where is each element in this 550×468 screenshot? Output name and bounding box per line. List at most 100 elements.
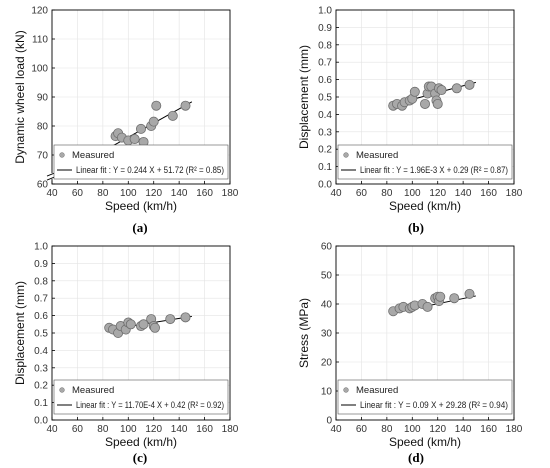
- x-tick-label: 160: [196, 188, 213, 199]
- x-tick-label: 80: [97, 188, 109, 199]
- data-point: [435, 291, 446, 302]
- y-tick-label: 50: [321, 271, 333, 282]
- x-tick-label: 140: [455, 424, 472, 435]
- legend-marker: [343, 387, 349, 393]
- legend-fit-label: Linear fit : Y = 11.70E-4 X + 0.42 (R² =…: [76, 400, 224, 411]
- legend-fit-label: Linear fit : Y = 0.09 X + 29.28 (R² = 0.…: [360, 400, 508, 411]
- x-tick-label: 60: [72, 188, 84, 199]
- x-tick-label: 60: [72, 424, 84, 435]
- y-tick-label: 60: [321, 242, 333, 253]
- x-tick-label: 180: [222, 188, 239, 199]
- axis-break-gap: [47, 173, 57, 180]
- legend-box: [337, 379, 513, 415]
- data-point: [180, 100, 191, 111]
- x-axis-label: Speed (km/h): [389, 199, 461, 213]
- x-tick-label: 40: [330, 424, 342, 435]
- x-tick-label: 60: [356, 424, 368, 435]
- legend-box: [53, 144, 229, 180]
- y-tick-label: 0.9: [34, 259, 48, 270]
- y-tick-label: 120: [31, 6, 48, 17]
- legend-marker: [59, 152, 65, 158]
- panel-label: (c): [133, 450, 147, 465]
- y-axis-label: Stress (MPa): [297, 298, 311, 368]
- data-point: [451, 83, 462, 94]
- data-point: [419, 98, 430, 109]
- y-tick-label: 0.6: [34, 311, 48, 322]
- y-tick-label: 0.0: [34, 416, 48, 427]
- y-tick-label: 0.7: [318, 58, 332, 69]
- x-tick-label: 180: [222, 424, 239, 435]
- data-point: [149, 322, 160, 333]
- x-tick-label: 100: [404, 424, 421, 435]
- x-tick-label: 140: [171, 424, 188, 435]
- y-tick-label: 0.5: [34, 329, 48, 340]
- y-tick-label: 0: [326, 416, 332, 427]
- x-axis-label: Speed (km/h): [105, 199, 177, 213]
- y-tick-label: 40: [321, 300, 333, 311]
- x-axis-label: Speed (km/h): [389, 435, 461, 449]
- y-axis-label: Displacement (mm): [13, 281, 27, 385]
- y-tick-label: 60: [37, 180, 49, 191]
- y-tick-label: 0.5: [318, 93, 332, 104]
- x-tick-label: 40: [330, 188, 342, 199]
- y-tick-label: 100: [31, 64, 48, 75]
- x-tick-label: 160: [480, 188, 497, 199]
- data-point: [148, 116, 159, 127]
- data-point: [135, 123, 146, 134]
- legend-fit-label: Linear fit : Y = 1.96E-3 X + 0.29 (R² = …: [360, 165, 508, 176]
- x-tick-label: 100: [120, 424, 137, 435]
- data-point: [125, 319, 136, 330]
- y-tick-label: 70: [37, 151, 49, 162]
- data-point: [409, 86, 420, 97]
- y-tick-label: 0.3: [34, 363, 48, 374]
- y-tick-label: 90: [37, 93, 49, 104]
- chart-panel-2: 40 60 80 100 120 140 160 180 0.0 0.1 0.2 0.3 0.4 0.5 0…: [297, 6, 523, 236]
- legend-measured-label: Measured: [72, 150, 114, 161]
- data-point: [165, 314, 176, 325]
- legend-marker: [59, 387, 65, 393]
- x-tick-label: 80: [97, 424, 109, 435]
- legend-box: [53, 379, 229, 415]
- y-tick-label: 0.2: [34, 381, 48, 392]
- data-point: [129, 134, 140, 145]
- y-tick-label: 0.1: [34, 398, 48, 409]
- x-tick-label: 80: [381, 424, 393, 435]
- y-tick-label: 0.3: [318, 127, 332, 138]
- x-tick-label: 60: [356, 188, 368, 199]
- x-tick-label: 120: [429, 424, 446, 435]
- data-point: [422, 301, 433, 312]
- legend: Measured Linear fit : Y = 11.70E-4 X + 0.…: [53, 379, 229, 415]
- y-axis-label: Dynamic wheel load (kN): [13, 30, 27, 163]
- legend: Measured Linear fit : Y = 1.96E-3 X + 0.2…: [337, 144, 513, 180]
- data-point: [449, 293, 460, 304]
- data-point: [432, 98, 443, 109]
- x-tick-label: 120: [429, 188, 446, 199]
- y-tick-label: 0.4: [318, 110, 332, 121]
- y-tick-label: 0.8: [34, 276, 48, 287]
- panel-label: (a): [132, 220, 147, 235]
- x-tick-label: 40: [46, 424, 58, 435]
- y-tick-label: 10: [321, 387, 333, 398]
- x-tick-label: 160: [480, 424, 497, 435]
- data-point: [436, 85, 447, 96]
- legend-measured-label: Measured: [356, 385, 398, 396]
- y-tick-label: 0.9: [318, 23, 332, 34]
- x-tick-label: 80: [381, 188, 393, 199]
- legend-measured-label: Measured: [356, 150, 398, 161]
- data-point: [138, 319, 149, 330]
- x-tick-label: 180: [506, 188, 523, 199]
- x-tick-label: 160: [196, 424, 213, 435]
- y-tick-label: 0.7: [34, 294, 48, 305]
- y-tick-label: 0.0: [318, 180, 332, 191]
- chart-panel-4: 40 60 80 100 120 140 160 180 0 10 20 30 40 50 60 Speed …: [297, 242, 523, 466]
- y-tick-label: 20: [321, 358, 333, 369]
- y-tick-label: 30: [321, 329, 333, 340]
- chart-panel-1: 40 60 80 100 120 140 160 18060708090100110120Sp…: [13, 6, 239, 236]
- y-tick-label: 0.4: [34, 346, 48, 357]
- data-point: [464, 79, 475, 90]
- x-axis-label: Speed (km/h): [105, 435, 177, 449]
- y-tick-label: 110: [32, 35, 48, 46]
- y-tick-label: 1.0: [34, 242, 48, 253]
- legend-box: [337, 144, 513, 180]
